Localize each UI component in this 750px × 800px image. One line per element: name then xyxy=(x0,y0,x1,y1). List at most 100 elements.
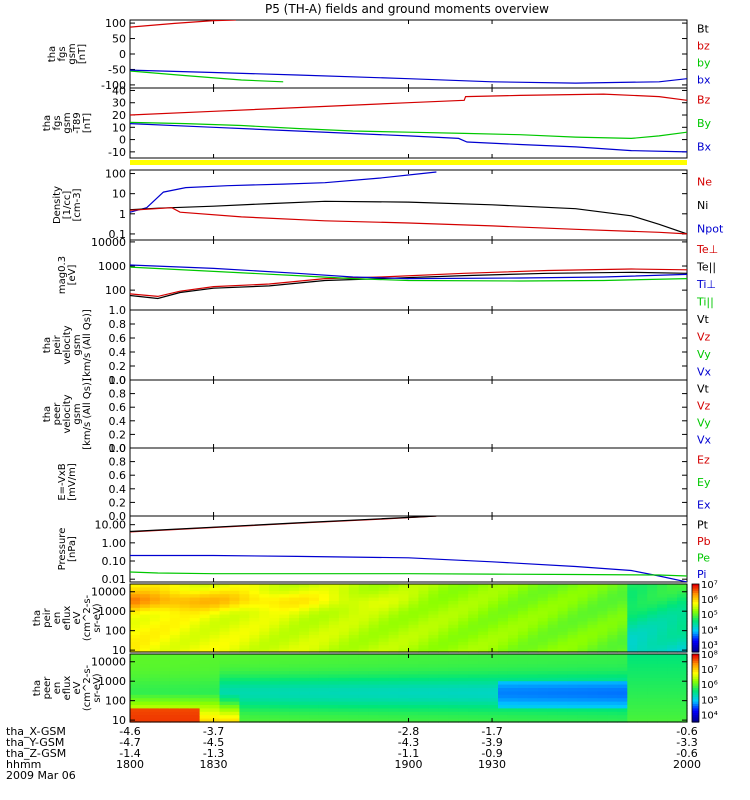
heatmap-cell xyxy=(607,671,618,675)
heatmap-cell xyxy=(249,698,260,703)
heatmap-cell xyxy=(199,584,211,588)
heatmap-cell xyxy=(130,718,141,723)
heatmap-cell xyxy=(179,660,191,665)
heatmap-cell xyxy=(607,601,618,605)
heatmap-cell xyxy=(567,590,579,595)
heatmap-cell xyxy=(527,590,539,595)
heatmap-cell xyxy=(657,601,668,605)
heatmap-cell xyxy=(507,628,519,633)
heatmap-cell xyxy=(249,681,260,686)
heatmap-cell xyxy=(199,715,211,720)
heatmap-cell xyxy=(418,701,429,706)
heatmap-cell xyxy=(627,701,638,706)
heatmap-cell xyxy=(547,684,559,689)
heatmap-cell xyxy=(378,614,390,619)
colorbar-segment xyxy=(692,672,699,675)
heatmap-cell xyxy=(517,584,529,588)
heatmap-cell xyxy=(279,590,290,595)
heatmap-cell xyxy=(587,641,599,646)
heatmap-cell xyxy=(279,638,290,643)
heatmap-cell xyxy=(567,691,579,696)
heatmap-cell xyxy=(418,681,429,686)
heatmap-cell xyxy=(229,635,241,639)
heatmap-cell xyxy=(537,594,549,599)
heatmap-cell xyxy=(617,691,628,696)
colorbar-segment xyxy=(692,712,699,716)
heatmap-cell xyxy=(498,604,509,609)
heatmap-cell xyxy=(209,711,221,716)
heatmap-cell xyxy=(527,654,539,658)
heatmap-cell xyxy=(597,601,609,605)
x-axis-row-label: 2009 Mar 06 xyxy=(6,769,76,782)
heatmap-cell xyxy=(637,597,648,602)
y-tick-label: 0.4 xyxy=(109,346,127,359)
heatmap-cell xyxy=(627,635,638,639)
heatmap-cell xyxy=(219,715,231,720)
heatmap-cell xyxy=(279,654,290,658)
heatmap-cell xyxy=(139,621,151,626)
heatmap-cell xyxy=(338,681,350,686)
heatmap-cell xyxy=(179,698,191,703)
heatmap-cell xyxy=(557,624,569,629)
heatmap-cell xyxy=(617,664,628,669)
heatmap-cell xyxy=(259,597,270,602)
heatmap-cell xyxy=(368,624,380,629)
heatmap-cell xyxy=(378,660,390,665)
heatmap-cell xyxy=(438,641,449,646)
heatmap-cell xyxy=(677,645,688,650)
heatmap-cell xyxy=(637,691,648,696)
heatmap-cell xyxy=(279,594,290,599)
heatmap-cell xyxy=(498,628,509,633)
heatmap-cell xyxy=(677,635,688,639)
heatmap-cell xyxy=(677,618,688,622)
heatmap-cell xyxy=(199,624,211,629)
colorbar-tick-label: 10⁶ xyxy=(701,680,718,691)
heatmap-cell xyxy=(358,711,370,716)
heatmap-cell xyxy=(567,711,579,716)
legend-entry: Te|| xyxy=(696,260,716,273)
legend-entry: Pt xyxy=(697,518,709,531)
heatmap-cell xyxy=(388,604,400,609)
heatmap-cell xyxy=(348,660,360,665)
heatmap-cell xyxy=(627,607,638,612)
heatmap-cell xyxy=(209,641,221,646)
heatmap-cell xyxy=(309,607,320,612)
heatmap-cell xyxy=(149,614,161,619)
y-tick-label: 0.01 xyxy=(102,573,127,586)
heatmap-cell xyxy=(607,660,618,665)
heatmap-cell xyxy=(229,604,241,609)
colorbar-segment xyxy=(692,697,699,700)
heatmap-cell xyxy=(547,635,559,639)
heatmap-cell xyxy=(428,614,439,619)
heatmap-cell xyxy=(149,597,161,602)
heatmap-cell xyxy=(199,718,211,723)
heatmap-cell xyxy=(647,681,658,686)
heatmap-cell xyxy=(328,711,340,716)
heatmap-cell xyxy=(130,607,141,612)
y-tick-label: 1.00 xyxy=(102,537,127,550)
heatmap-cell xyxy=(637,660,648,665)
heatmap-cell xyxy=(169,587,181,592)
heatmap-cell xyxy=(299,688,310,692)
heatmap-cell xyxy=(368,614,380,619)
y-axis-label: [mV/m] xyxy=(67,463,78,501)
heatmap-cell xyxy=(398,631,410,636)
heatmap-cell xyxy=(458,614,469,619)
heatmap-cell xyxy=(537,624,549,629)
series-line-By xyxy=(130,121,687,140)
heatmap-cell xyxy=(597,628,609,633)
heatmap-cell xyxy=(328,694,340,699)
heatmap-cell xyxy=(498,601,509,605)
heatmap-cell xyxy=(507,694,519,699)
heatmap-cell xyxy=(229,705,241,709)
heatmap-cell xyxy=(557,604,569,609)
heatmap-cell xyxy=(677,711,688,716)
heatmap-cell xyxy=(398,645,410,650)
heatmap-cell xyxy=(169,645,181,650)
heatmap-cell xyxy=(527,684,539,689)
heatmap-cell xyxy=(438,638,449,643)
heatmap-cell xyxy=(159,718,171,723)
heatmap-cell xyxy=(388,691,400,696)
heatmap-cell xyxy=(139,691,151,696)
heatmap-cell xyxy=(537,701,549,706)
